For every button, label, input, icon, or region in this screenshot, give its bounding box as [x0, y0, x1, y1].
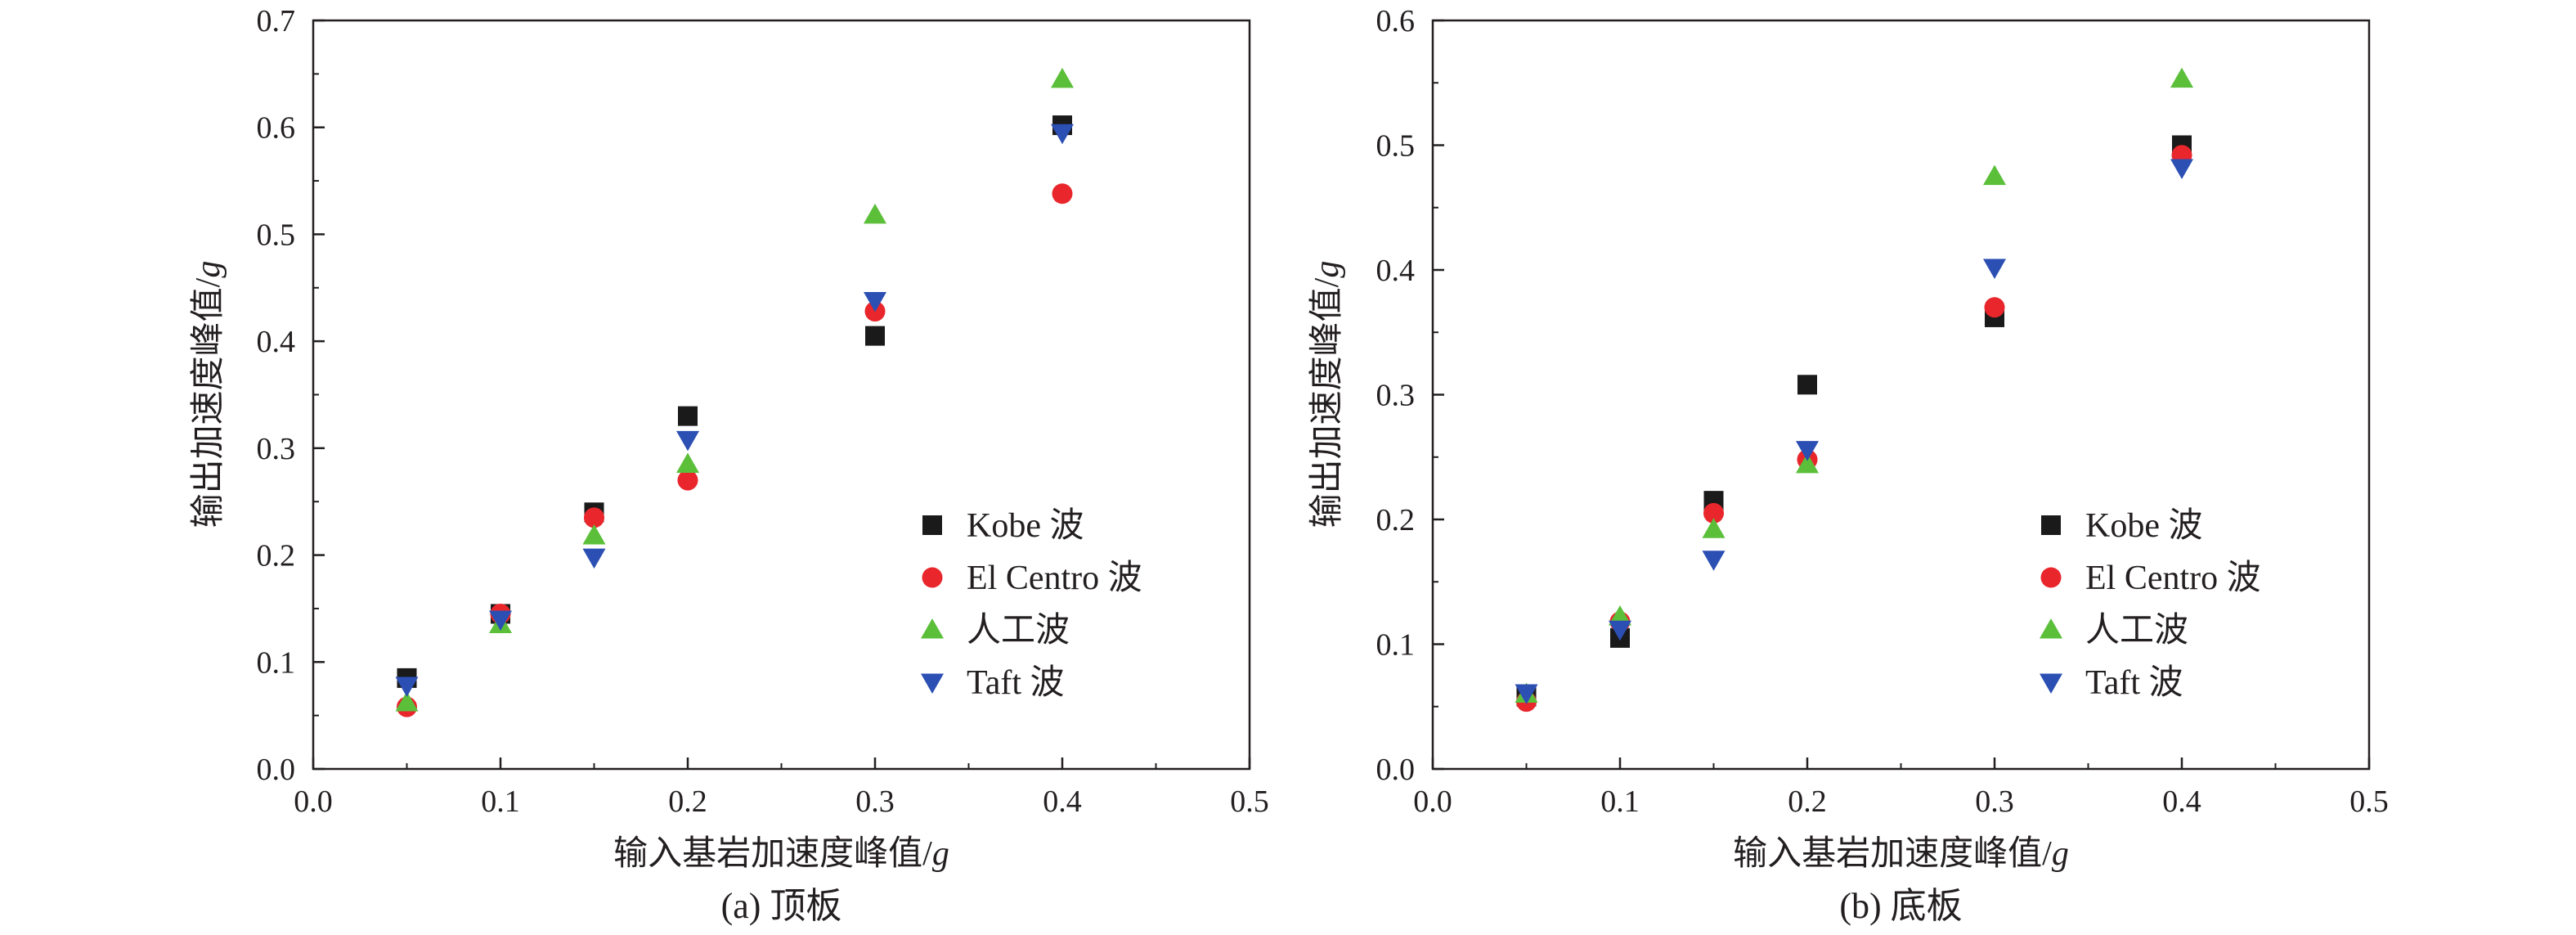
data-point-elcentro — [1984, 297, 2005, 318]
data-point-artificial — [2170, 67, 2193, 88]
caption-b: (b) 底板 — [1839, 886, 1962, 926]
data-point-artificial — [1702, 518, 1726, 538]
data-point-artificial — [1051, 67, 1074, 88]
data-point-taft — [1796, 441, 1819, 461]
legend-label-artificial: 人工波 — [967, 612, 1070, 650]
y-tick-label: 0.3 — [1376, 379, 1416, 413]
x-tick-label: 0.2 — [668, 784, 707, 819]
y-tick-label: 0.4 — [1376, 254, 1416, 288]
points-a — [395, 67, 1074, 717]
y-tick-label: 0.7 — [257, 4, 296, 38]
legend-marker-kobe — [2041, 515, 2061, 535]
data-point-elcentro — [1052, 183, 1073, 205]
data-point-taft — [582, 548, 606, 569]
y-ticks-b: 0.0 0.1 0.2 0.3 0.4 0.5 0.6 — [1376, 4, 1444, 787]
x-tick-label: 0.3 — [1975, 784, 2014, 819]
y-ticks-a: 0.0 0.1 0.2 0.3 0.4 0.5 0.6 0.7 — [257, 4, 325, 787]
y-tick-label: 0.0 — [1376, 753, 1416, 787]
chart-panel-a: 0.0 0.1 0.2 0.3 0.4 0.5 0.0 0.1 0.2 0.3 0.4 0.5 0.6… — [190, 4, 1269, 926]
data-point-taft — [1609, 620, 1631, 641]
data-point-taft — [676, 430, 699, 452]
y-tick-label: 0.0 — [257, 753, 296, 787]
legend-marker-artificial — [921, 618, 944, 639]
y-tick-label: 0.3 — [257, 432, 296, 466]
legend-marker-artificial — [2040, 618, 2062, 639]
y-tick-label: 0.5 — [1376, 129, 1416, 164]
x-ticks-b: 0.0 0.1 0.2 0.3 0.4 0.5 — [1413, 757, 2389, 819]
legend-marker-elcentro — [922, 567, 943, 588]
x-tick-label: 0.4 — [1043, 784, 1082, 819]
data-point-elcentro — [584, 507, 604, 528]
chart-panel-b: 0.0 0.1 0.2 0.3 0.4 0.5 0.0 0.1 0.2 0.3 0.4 0.5 0.6… — [1308, 4, 2389, 926]
legend-marker-kobe — [922, 515, 942, 535]
legend-label-elcentro: El Centro 波 — [2085, 560, 2261, 597]
legend-label-kobe: Kobe 波 — [2085, 507, 2202, 545]
x-tick-label: 0.1 — [481, 784, 520, 819]
data-point-taft — [864, 291, 886, 312]
data-point-artificial — [676, 452, 699, 473]
x-tick-label: 0.3 — [855, 784, 895, 819]
legend-label-taft: Taft 波 — [967, 664, 1065, 702]
data-point-artificial — [1796, 452, 1819, 474]
data-point-taft — [395, 677, 419, 698]
y-tick-label: 0.6 — [1376, 4, 1416, 38]
data-point-taft — [1051, 124, 1074, 145]
x-tick-label: 0.1 — [1600, 784, 1640, 819]
plot-frame-a — [312, 19, 1251, 771]
legend-marker-elcentro — [2040, 567, 2062, 588]
data-point-taft — [1702, 551, 1726, 571]
x-tick-label: 0.5 — [2349, 784, 2389, 819]
legend-label-artificial: 人工波 — [2085, 612, 2188, 650]
data-point-kobe — [865, 326, 885, 346]
data-point-artificial — [864, 203, 886, 224]
x-tick-label: 0.0 — [294, 784, 333, 819]
data-point-taft — [2170, 159, 2193, 179]
plot-frame-b — [1431, 19, 2371, 771]
data-point-artificial — [1983, 164, 2006, 186]
x-axis-label-b: 输入基岩加速度峰值/g — [1733, 835, 2069, 873]
y-axis-label-b: 输出加速度峰值/g — [1308, 261, 1346, 528]
legend-marker-taft — [921, 673, 944, 694]
data-point-artificial — [582, 524, 606, 545]
x-tick-label: 0.2 — [1788, 784, 1827, 819]
y-tick-label: 0.1 — [257, 645, 296, 680]
x-axis-label-a: 输入基岩加速度峰值/g — [613, 835, 949, 873]
x-tick-label: 0.0 — [1413, 784, 1452, 819]
data-point-taft — [1515, 684, 1538, 704]
legend-label-taft: Taft 波 — [2085, 664, 2183, 702]
x-tick-label: 0.4 — [2162, 784, 2201, 819]
y-tick-label: 0.6 — [257, 111, 296, 146]
data-point-kobe — [678, 406, 698, 426]
y-tick-label: 0.2 — [257, 539, 296, 573]
x-ticks-a: 0.0 0.1 0.2 0.3 0.4 0.5 — [294, 757, 1269, 819]
y-tick-label: 0.5 — [257, 218, 296, 252]
data-point-artificial — [1609, 605, 1631, 626]
x-tick-label: 0.5 — [1230, 784, 1269, 819]
data-point-elcentro — [1703, 502, 1724, 524]
data-point-elcentro — [677, 470, 698, 491]
y-axis-label-a: 输出加速度峰值/g — [190, 261, 227, 528]
data-point-artificial — [395, 690, 419, 712]
caption-a: (a) 顶板 — [721, 886, 842, 926]
legend-label-kobe: Kobe 波 — [967, 507, 1084, 545]
data-point-taft — [1983, 258, 2006, 279]
legend-label-elcentro: El Centro 波 — [967, 560, 1142, 597]
data-point-taft — [489, 610, 512, 631]
data-point-kobe — [1797, 375, 1817, 395]
legend-marker-taft — [2040, 673, 2062, 694]
y-tick-label: 0.4 — [257, 325, 296, 359]
y-tick-label: 0.2 — [1376, 503, 1416, 537]
points-b — [1515, 67, 2193, 712]
y-tick-label: 0.1 — [1376, 628, 1416, 663]
